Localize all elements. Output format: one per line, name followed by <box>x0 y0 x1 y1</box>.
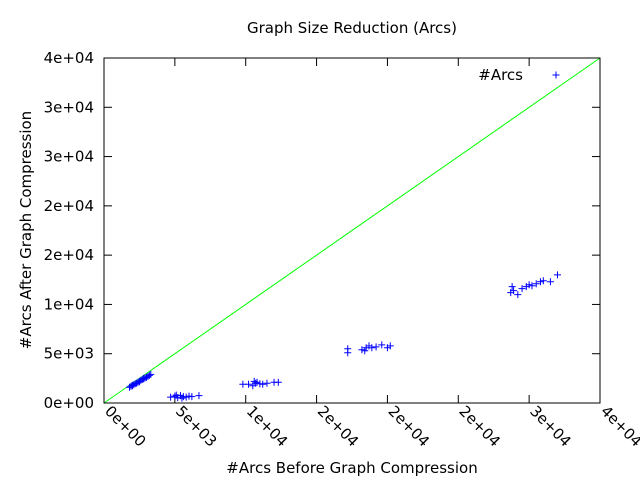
point <box>135 378 143 386</box>
point <box>259 380 267 388</box>
point <box>525 281 533 289</box>
chart-title: Graph Size Reduction (Arcs) <box>247 19 457 37</box>
y-tick-label: 5e+03 <box>44 345 94 363</box>
point <box>361 347 369 355</box>
point <box>518 285 526 293</box>
y-tick-label: 2e+04 <box>44 246 94 264</box>
diagonal-line <box>103 57 601 404</box>
point <box>172 391 180 399</box>
point <box>372 343 380 351</box>
legend-label: #Arcs <box>478 66 523 84</box>
point <box>528 282 536 290</box>
point <box>546 278 554 286</box>
point <box>539 277 547 285</box>
point <box>378 341 386 349</box>
plot-border <box>103 57 601 404</box>
y-tick-label: 3e+04 <box>44 148 94 166</box>
point <box>140 374 148 382</box>
point <box>358 346 366 354</box>
y-tick-label: 2e+04 <box>44 197 94 215</box>
point <box>195 392 203 400</box>
y-tick-label: 1e+04 <box>44 295 94 313</box>
point <box>178 394 186 402</box>
point <box>245 380 253 388</box>
point <box>130 381 138 389</box>
legend-marker <box>552 71 560 79</box>
point <box>250 377 258 385</box>
point <box>508 283 516 291</box>
point <box>167 393 175 401</box>
y-tick-label: 4e+04 <box>44 49 94 67</box>
y-tick-label: 3e+04 <box>44 98 94 116</box>
point <box>128 382 136 390</box>
y-axis-label: #Arcs After Graph Compression <box>17 111 35 349</box>
point <box>274 378 282 386</box>
point <box>253 378 261 386</box>
point <box>368 344 376 352</box>
point <box>536 278 544 286</box>
point <box>532 280 540 288</box>
point <box>510 287 518 295</box>
point <box>344 345 352 353</box>
point <box>145 371 153 379</box>
point <box>188 393 196 401</box>
point <box>147 370 155 378</box>
point <box>514 291 522 299</box>
x-axis-label: #Arcs Before Graph Compression <box>226 459 477 477</box>
y-tick-label: 0e+00 <box>44 394 94 412</box>
point <box>386 342 394 350</box>
point <box>553 271 561 279</box>
point <box>263 379 271 387</box>
